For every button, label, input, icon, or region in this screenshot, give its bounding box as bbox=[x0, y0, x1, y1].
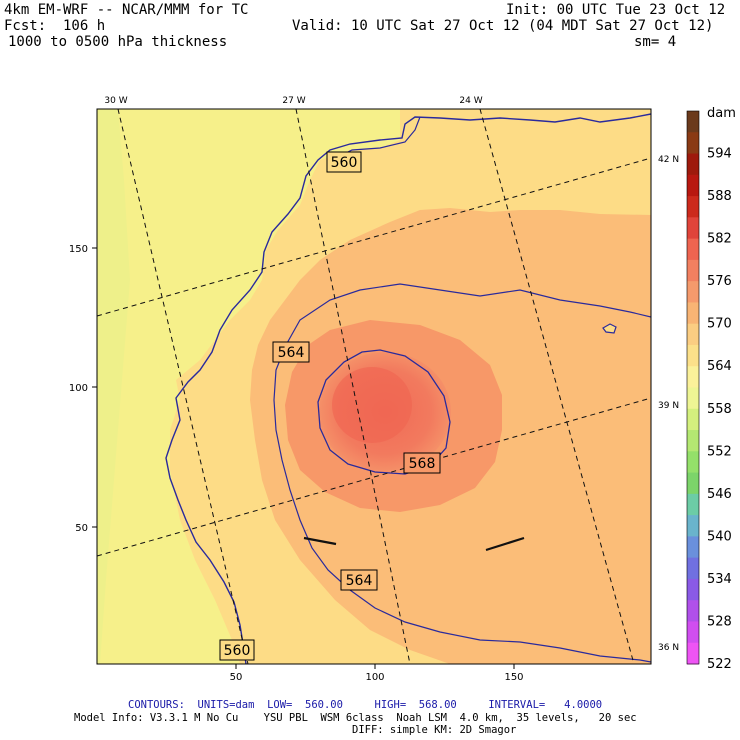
colorbar-swatch bbox=[687, 472, 699, 495]
init-time: Init: 00 UTC Tue 23 Oct 12 bbox=[506, 2, 726, 18]
lat-label: 39 N bbox=[658, 401, 679, 411]
colorbar-swatch bbox=[687, 430, 699, 452]
lat-label: 36 N bbox=[658, 643, 679, 653]
field-name: 1000 to 0500 hPa thickness bbox=[8, 34, 228, 50]
svg-text:560: 560 bbox=[224, 643, 251, 659]
x-tick-label: 100 bbox=[365, 672, 384, 683]
colorbar-swatch bbox=[687, 621, 699, 644]
colorbar-swatch bbox=[687, 323, 699, 346]
colorbar-tick-label: 594 bbox=[707, 147, 732, 162]
contour-568 bbox=[317, 349, 451, 475]
colorbar-swatch bbox=[687, 387, 699, 410]
smoothing-label: sm= 4 bbox=[634, 34, 677, 50]
contour-label: 568 bbox=[403, 452, 441, 474]
wind-barb bbox=[485, 536, 525, 552]
colorbar-tick-label: 522 bbox=[707, 657, 732, 672]
colorbar-tick-label: 528 bbox=[707, 614, 732, 629]
contour-560 bbox=[335, 116, 421, 159]
colorbar-tick-label: 546 bbox=[707, 487, 732, 502]
colorbar-tick-label: 576 bbox=[707, 274, 732, 289]
diffusion-info: DIFF: simple KM: 2D Smagor bbox=[352, 724, 517, 736]
colorbar-frame bbox=[686, 110, 700, 665]
valid-time: Valid: 10 UTC Sat 27 Oct 12 (04 MDT Sat … bbox=[292, 18, 714, 34]
colorbar-swatch bbox=[687, 642, 699, 665]
land-west-strip bbox=[97, 109, 130, 664]
contour-564 bbox=[273, 283, 651, 663]
colorbar-tick-label: 540 bbox=[707, 529, 732, 544]
colorbar-tick-label: 558 bbox=[707, 402, 732, 417]
map-plot-area bbox=[97, 109, 651, 664]
colorbar-tick-label: 552 bbox=[707, 444, 732, 459]
contour-label: 560 bbox=[219, 639, 255, 661]
colorbar-swatch bbox=[687, 196, 699, 218]
colorbar-tick-label: 588 bbox=[707, 189, 732, 204]
svg-text:564: 564 bbox=[346, 573, 373, 589]
colorbar-swatch bbox=[687, 217, 699, 240]
colorbar-labels: 594 588 582 576 570 564 558 552 546 540 534 528 522 bbox=[707, 147, 732, 672]
wind-barb bbox=[303, 536, 337, 546]
contour-info: CONTOURS: UNITS=dam LOW= 560.00 HIGH= 56… bbox=[128, 699, 603, 711]
colorbar-swatch bbox=[687, 557, 699, 580]
colorbar-swatch bbox=[687, 238, 699, 261]
colorbar-tick-label: 534 bbox=[707, 572, 732, 587]
colorbar-tick-label: 582 bbox=[707, 232, 732, 247]
contour-label: 564 bbox=[340, 569, 378, 591]
colorbar-swatch bbox=[687, 536, 699, 559]
colorbar-swatch bbox=[687, 578, 699, 601]
forecast-hour: Fcst: 106 h bbox=[4, 18, 106, 34]
x-tick-label: 50 bbox=[230, 672, 243, 683]
y-tick-label: 50 bbox=[75, 523, 88, 534]
model-title: 4km EM-WRF -- NCAR/MMM for TC bbox=[4, 2, 249, 18]
colorbar-swatch bbox=[687, 366, 699, 388]
graticule bbox=[97, 109, 651, 664]
colorbar-unit: dam bbox=[707, 106, 736, 121]
lon-label: 30 W bbox=[104, 96, 127, 106]
y-tick-label: 100 bbox=[69, 383, 88, 394]
x-tick-label: 150 bbox=[504, 672, 523, 683]
colorbar-swatch bbox=[687, 344, 699, 367]
colorbar-swatch bbox=[687, 302, 699, 325]
colorbar-swatch bbox=[687, 153, 699, 176]
svg-text:568: 568 bbox=[409, 456, 436, 472]
model-info: Model Info: V3.3.1 M No Cu YSU PBL WSM 6… bbox=[74, 712, 637, 724]
colorbar-swatch bbox=[687, 281, 699, 303]
colorbar-swatch bbox=[687, 111, 699, 133]
islet bbox=[602, 323, 617, 334]
colorbar-swatch bbox=[687, 451, 699, 474]
svg-text:560: 560 bbox=[331, 155, 358, 171]
y-tick-label: 150 bbox=[69, 244, 88, 255]
contour-label: 564 bbox=[272, 341, 310, 363]
colorbar-tick-label: 570 bbox=[707, 317, 732, 332]
colorbar-swatch bbox=[687, 515, 699, 537]
colorbar-swatch bbox=[687, 493, 699, 516]
colorbar bbox=[686, 110, 700, 665]
colorbar-tick-label: 564 bbox=[707, 359, 732, 374]
svg-text:564: 564 bbox=[278, 345, 305, 361]
contour-label: 560 bbox=[326, 151, 362, 173]
colorbar-swatch bbox=[687, 132, 699, 155]
colorbar-swatch bbox=[687, 259, 699, 282]
colorbar-swatch bbox=[687, 174, 699, 197]
lat-label: 42 N bbox=[658, 155, 679, 165]
lon-label: 27 W bbox=[282, 96, 305, 106]
colorbar-swatch bbox=[687, 600, 699, 622]
lon-label: 24 W bbox=[459, 96, 482, 106]
colorbar-swatch bbox=[687, 408, 699, 431]
coastline bbox=[165, 113, 651, 664]
